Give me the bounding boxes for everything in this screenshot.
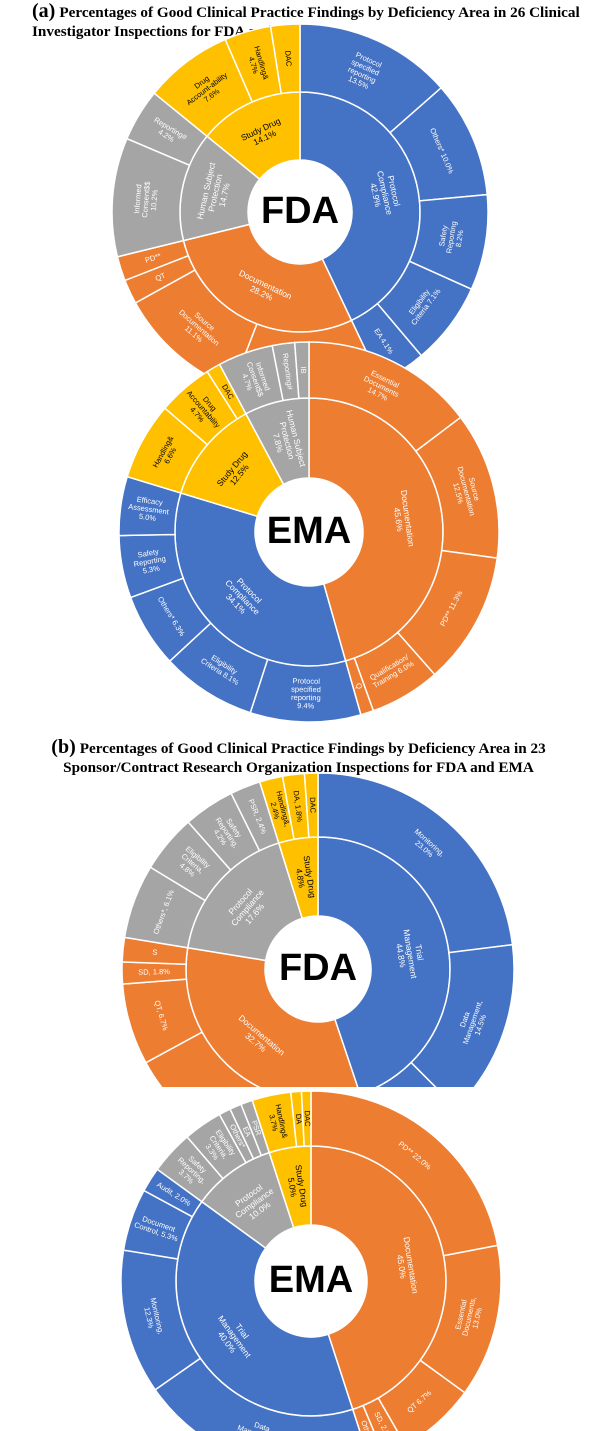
chart0-outer-label-safety-reporting-8-2: SafetyReporting8.2% — [436, 219, 466, 255]
panel-b-label: (b) — [51, 736, 76, 758]
chart0-outer-label-qt: QT — [154, 270, 168, 283]
chart2-inner-label-trial-management-44-8: TrialManagement44.8% — [392, 927, 428, 981]
chart1-inner-label-human-subject-protection-7-8: Human SubjectProtection7.8% — [266, 409, 308, 473]
chart1-outer-label-safety-reporting-5-3: SafetyReporting5.3% — [131, 546, 168, 577]
chart1-outer-label-protocol-specified-reporting-9-4: Protocolspecifiedreporting9.4% — [291, 676, 321, 710]
chart1-outer-label-ib: IB — [299, 366, 308, 373]
chart2-outer-segment-unlabeled — [375, 1061, 437, 1087]
panel-b-title: (b) Percentages of Good Clinical Practic… — [0, 736, 597, 777]
chart2-outer-label-da-1-8: DA, 1.8% — [291, 790, 304, 823]
chart0-center-hole — [248, 160, 352, 264]
chart0-inner-label-protocol-compliance-42-9: ProtocolCompliance42.9% — [366, 168, 404, 218]
chart2-outer-label-dac: DAC — [308, 797, 318, 814]
chart3-center-hole — [255, 1225, 367, 1337]
panel-b-text: Percentages of Good Clinical Practice Fi… — [63, 740, 546, 776]
chart1-outer-label-q: Q — [354, 682, 364, 690]
chart0-inner-label-human-subject-protection-14-7: Human SubjectProtection14.7% — [195, 161, 236, 225]
chart2-outer-segment-data-management-14-5 — [410, 943, 515, 1087]
chart2-outer-label-sd-1-8: SD, 1.8% — [138, 967, 170, 977]
chart1-center-hole — [255, 478, 363, 586]
chart3-outer-label-da: DA — [294, 1113, 304, 1124]
chart0-outer-label-dac: DAC — [283, 50, 293, 67]
chart1-outer-segment-ib — [293, 341, 310, 400]
chart1-center-label: EMA — [267, 510, 351, 552]
chart0-outer-segment-dac — [269, 23, 301, 95]
panel-a-label: (a) — [32, 0, 56, 22]
chart3-outer-label-dac: DAC — [303, 1111, 312, 1128]
chart2-outer-label-safety-reporting-4-2: SafetyReporting,4.2% — [207, 811, 247, 854]
chart0-center-label: FDA — [261, 190, 339, 232]
chart2-center-label: FDA — [279, 947, 357, 989]
chart2-outer-label-s: S — [152, 948, 158, 957]
chart3-outer-label-others: Others$ — [359, 1419, 377, 1431]
chart3-outer-label-data-management-20-3: DataManagement,20.3% — [234, 1415, 286, 1431]
chart2-outer-segment-dac — [303, 772, 319, 839]
chart2-outer-segment-monitoring-23-0 — [317, 772, 514, 954]
chart2-center-hole — [265, 916, 371, 1022]
chart3-outer-segment-dac — [300, 1090, 312, 1147]
chart0-outer-label-informed-consent-10-2: InformedConsent$$10.2% — [132, 180, 160, 219]
chart3-center-label: EMA — [269, 1259, 353, 1301]
